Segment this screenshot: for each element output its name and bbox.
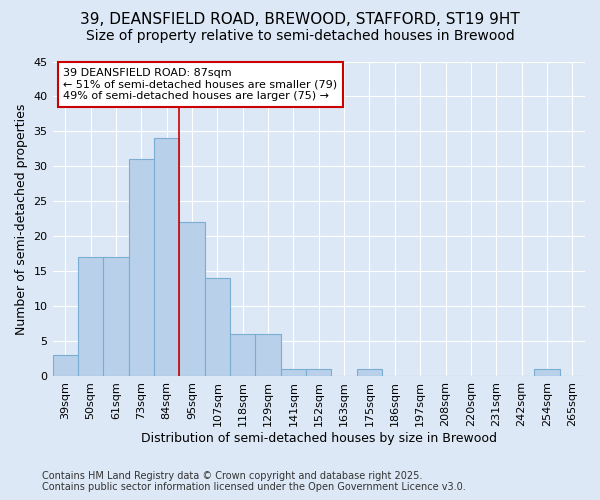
Bar [281,370,306,376]
Bar [256,334,281,376]
Bar [154,138,179,376]
Bar [128,160,154,376]
Bar [534,370,560,376]
Bar [179,222,205,376]
Bar [357,370,382,376]
Y-axis label: Number of semi-detached properties: Number of semi-detached properties [15,104,28,334]
Text: 39 DEANSFIELD ROAD: 87sqm
← 51% of semi-detached houses are smaller (79)
49% of : 39 DEANSFIELD ROAD: 87sqm ← 51% of semi-… [63,68,337,101]
Text: Contains HM Land Registry data © Crown copyright and database right 2025.
Contai: Contains HM Land Registry data © Crown c… [42,471,466,492]
Bar [103,258,128,376]
Text: 39, DEANSFIELD ROAD, BREWOOD, STAFFORD, ST19 9HT: 39, DEANSFIELD ROAD, BREWOOD, STAFFORD, … [80,12,520,28]
Bar [78,258,103,376]
Bar [306,370,331,376]
Bar [230,334,256,376]
Bar [205,278,230,376]
Bar [53,356,78,376]
X-axis label: Distribution of semi-detached houses by size in Brewood: Distribution of semi-detached houses by … [141,432,497,445]
Text: Size of property relative to semi-detached houses in Brewood: Size of property relative to semi-detach… [86,29,514,43]
